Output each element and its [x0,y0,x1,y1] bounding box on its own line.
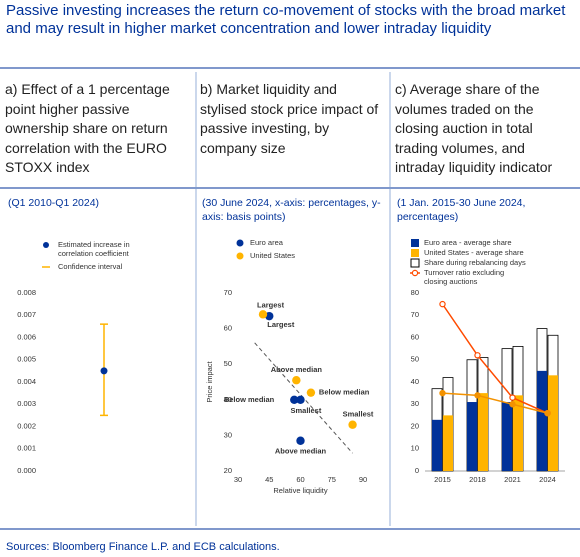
panel-subtitle: (1 Jan. 2015-30 June 2024, percentages) [397,197,526,223]
bar [502,402,512,471]
line-point [509,394,516,401]
point-label: Smallest [291,406,322,415]
bar [443,415,453,471]
legend-label: Euro area - average share [424,238,512,247]
y-tick-label: 10 [411,444,419,453]
line-point [474,392,481,399]
y-tick-label: 0.003 [17,399,36,408]
y-tick-label: 50 [411,355,419,364]
y-tick-label: 30 [224,430,232,439]
y-tick-label: 70 [411,310,419,319]
x-axis-title: Relative liquidity [273,486,327,495]
point-label: Below median [319,388,370,397]
y-tick-label: 0.000 [17,466,36,475]
panel-title: a) Effect of a 1 percentage point higher… [5,81,170,175]
panel-subtitle: (Q1 2010-Q1 2024) [8,197,100,209]
y-tick-label: 0.007 [17,310,36,319]
y-tick-label: 0.002 [17,421,36,430]
line-point [474,352,481,359]
y-tick-label: 0.005 [17,355,36,364]
line-point [439,300,446,308]
point [296,395,305,404]
y-tick-label: 0.001 [17,444,36,453]
legend-marker [411,239,419,247]
line-point [439,389,446,397]
bar [467,402,477,471]
y-tick-label: 30 [411,399,419,408]
bar [537,370,547,471]
legend-marker [236,239,244,247]
legend-label: United States [250,251,295,260]
y-tick-label: 0.008 [17,288,36,297]
x-tick-label: 60 [296,475,304,484]
y-tick-label: 0.006 [17,332,36,341]
panel-title: c) Average share of the volumes traded o… [395,81,553,175]
legend-label: Turnover ratio excluding closing auctions [424,268,504,286]
point-label: Largest [267,320,295,329]
legend-marker [411,269,419,277]
legend-label: Confidence interval [58,262,123,271]
y-axis-title: Price impact [205,360,214,402]
bar [432,419,442,471]
y-tick-label: 60 [224,324,232,333]
y-tick-label: 70 [224,288,232,297]
y-tick-label: 40 [224,395,232,404]
x-tick-label: 2015 [434,475,451,484]
legend-marker [410,258,420,268]
line-point [509,401,516,408]
point-label: Above median [275,447,327,456]
point [100,367,108,375]
line-point [544,409,551,417]
x-tick-label: 75 [328,475,336,484]
legend-label: Euro area [250,238,284,247]
panel-title: b) Market liquidity and stylised stock p… [200,81,379,156]
source-note: Sources: Bloomberg Finance L.P. and ECB … [6,541,280,553]
point [348,420,357,429]
point [258,310,268,319]
point [292,376,301,385]
point-label: Above median [271,365,323,374]
bar [548,375,558,471]
legend-marker [43,242,49,248]
y-tick-label: 20 [411,421,419,430]
bar [513,395,523,471]
point-label: Smallest [343,410,374,419]
legend-marker [411,249,419,257]
legend-label: Estimated increase in correlation coeffic… [58,240,130,258]
legend-marker [236,252,244,260]
y-tick-label: 40 [411,377,419,386]
y-tick-label: 80 [411,288,419,297]
point [306,388,316,397]
point-label: Below median [224,395,275,404]
y-tick-label: 60 [411,332,419,341]
point-label: Largest [257,300,285,309]
y-tick-label: 20 [224,466,232,475]
line [441,303,548,414]
legend-label: Share during rebalancing days [424,258,526,267]
y-tick-label: 0 [415,466,419,475]
x-tick-label: 2021 [504,475,521,484]
y-tick-label: 0.004 [17,377,36,386]
x-tick-label: 2024 [539,475,556,484]
point [290,395,299,404]
point [296,436,305,445]
x-tick-label: 45 [265,475,273,484]
y-tick-label: 50 [224,359,232,368]
panel-subtitle: (30 June 2024, x-axis: percentages, y-ax… [202,197,381,223]
x-tick-label: 2018 [469,475,486,484]
bar [478,393,488,471]
x-tick-label: 90 [359,475,367,484]
legend-label: United States - average share [424,248,524,257]
line [442,392,548,414]
page-title: Passive investing increases the return c… [6,2,566,37]
x-tick-label: 30 [234,475,242,484]
